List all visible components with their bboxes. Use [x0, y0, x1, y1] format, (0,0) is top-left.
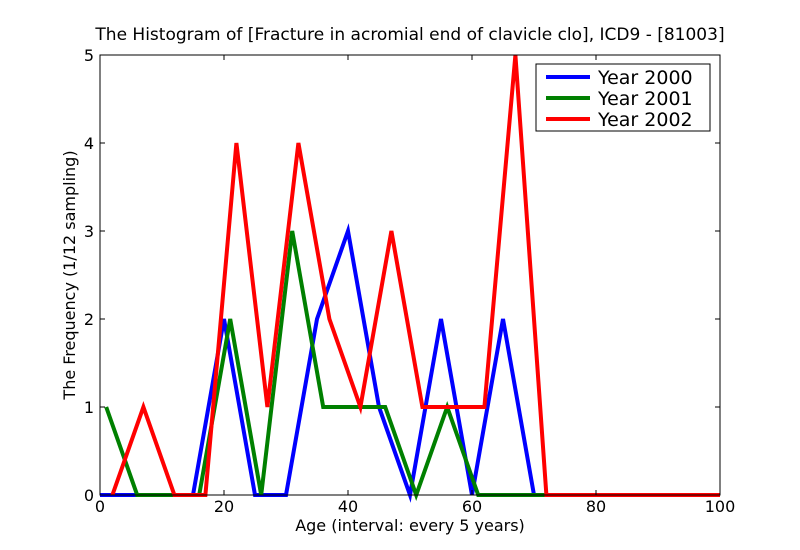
x-tick-label-1: 20: [214, 497, 234, 516]
legend-label-2: Year 2002: [597, 109, 693, 131]
legend-label-0: Year 2000: [597, 67, 693, 89]
y-tick-label-3: 3: [84, 222, 94, 241]
chart-title: The Histogram of [Fracture in acromial e…: [94, 25, 724, 45]
legend-label-1: Year 2001: [597, 88, 693, 110]
x-tick-label-2: 40: [338, 497, 358, 516]
y-tick-label-2: 2: [84, 310, 94, 329]
y-tick-label-0: 0: [84, 486, 94, 505]
y-axis-title: The Frequency (1/12 sampling): [60, 150, 79, 400]
ticks-layer: 0 20 40 60 80 100 0 1 2 3 4 5: [84, 46, 735, 516]
x-tick-label-4: 80: [586, 497, 606, 516]
x-tick-label-5: 100: [705, 497, 736, 516]
y-tick-label-1: 1: [84, 398, 94, 417]
y-tick-label-5: 5: [84, 46, 94, 65]
y-tick-label-4: 4: [84, 134, 94, 153]
x-tick-label-3: 60: [462, 497, 482, 516]
x-tick-label-0: 0: [95, 497, 105, 516]
x-axis-title: Age (interval: every 5 years): [295, 516, 525, 535]
plot-border: [99, 54, 721, 496]
